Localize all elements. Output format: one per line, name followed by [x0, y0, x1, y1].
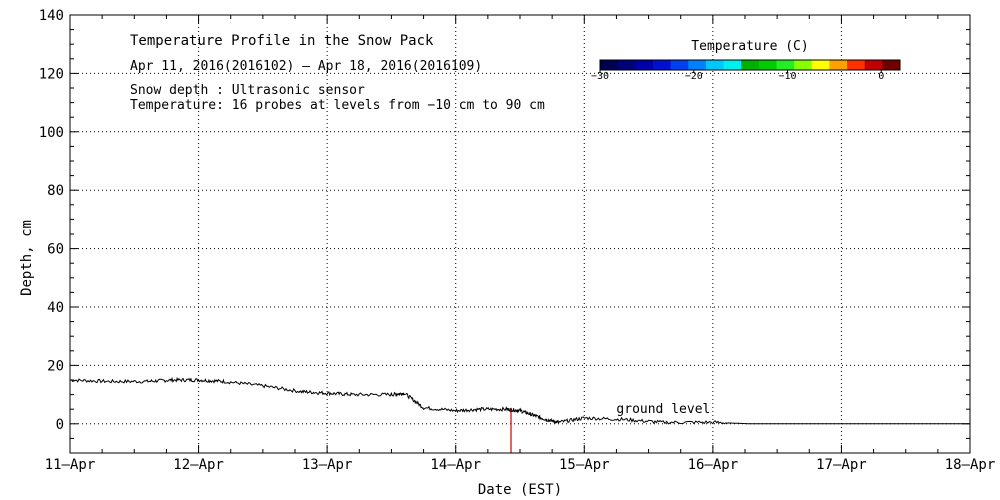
- y-tick-label: 20: [47, 358, 64, 374]
- x-tick-label: 18–Apr: [945, 457, 996, 473]
- chart-subtitle: Apr 11, 2016(2016102) – Apr 18, 2016(201…: [130, 59, 482, 74]
- snow-depth-line: [69, 376, 970, 425]
- note-snow-depth: Snow depth : Ultrasonic sensor: [130, 83, 365, 98]
- colorbar-tick-label: −30: [591, 71, 609, 82]
- x-axis: 11–Apr 12–Apr 13–Apr 14–Apr 15–Apr 16–Apr 17–A…: [45, 15, 996, 473]
- x-tick-label: 11–Apr: [45, 457, 96, 473]
- colorbar-tick-label: −20: [685, 71, 703, 82]
- y-tick-label: 40: [47, 300, 64, 316]
- x-tick-label: 17–Apr: [816, 457, 867, 473]
- colorbar-segment: [635, 60, 654, 70]
- note-temperature: Temperature: 16 probes at levels from −1…: [130, 98, 545, 113]
- colorbar-segment: [670, 60, 689, 70]
- colorbar-segment: [829, 60, 848, 70]
- colorbar-segment: [705, 60, 725, 70]
- colorbar-border: [599, 59, 901, 71]
- y-tick-label: 80: [47, 183, 64, 199]
- colorbar-segment: [847, 60, 866, 70]
- colorbar-segment: [723, 60, 742, 70]
- chart-title: Temperature Profile in the Snow Pack: [130, 33, 434, 49]
- colorbar-segment: [776, 60, 795, 70]
- plot-frame: [69, 14, 971, 454]
- colorbar-title: Temperature (C): [691, 39, 808, 54]
- x-tick-label: 15–Apr: [559, 457, 610, 473]
- colorbar-segment: [617, 60, 636, 70]
- plot-border: [69, 14, 971, 454]
- x-tick-label: 13–Apr: [302, 457, 353, 473]
- y-tick-label: 120: [39, 66, 64, 82]
- y-axis-title: Depth, cm: [19, 220, 35, 296]
- colorbar-segment: [794, 60, 813, 70]
- x-tick-label: 12–Apr: [173, 457, 224, 473]
- colorbar-segment: [741, 60, 760, 70]
- colorbar-segment: [652, 60, 672, 70]
- colorbar-tick-label: −10: [778, 71, 796, 82]
- colorbar-segment: [600, 60, 619, 70]
- colorbar-segment: [688, 60, 707, 70]
- colorbar-segment: [882, 60, 901, 70]
- grid: [70, 15, 970, 453]
- temperature-colorbar: Temperature (C) −30 −20 −10 0: [591, 39, 901, 82]
- ground-level-label: ground level: [616, 402, 710, 417]
- series-layer: [69, 376, 970, 453]
- colorbar-tick-label: 0: [878, 71, 884, 82]
- y-tick-label: 0: [56, 417, 64, 433]
- x-tick-label: 14–Apr: [430, 457, 481, 473]
- x-tick-label: 16–Apr: [688, 457, 739, 473]
- y-tick-label: 60: [47, 242, 64, 258]
- x-axis-title: Date (EST): [478, 482, 562, 498]
- y-tick-label: 100: [39, 125, 64, 141]
- colorbar-segment: [811, 60, 830, 70]
- colorbar-segment: [758, 60, 777, 70]
- y-tick-label: 140: [39, 8, 64, 24]
- y-axis: 0 20 40 60 80 100 120 140: [39, 8, 970, 439]
- colorbar-segment: [864, 60, 883, 70]
